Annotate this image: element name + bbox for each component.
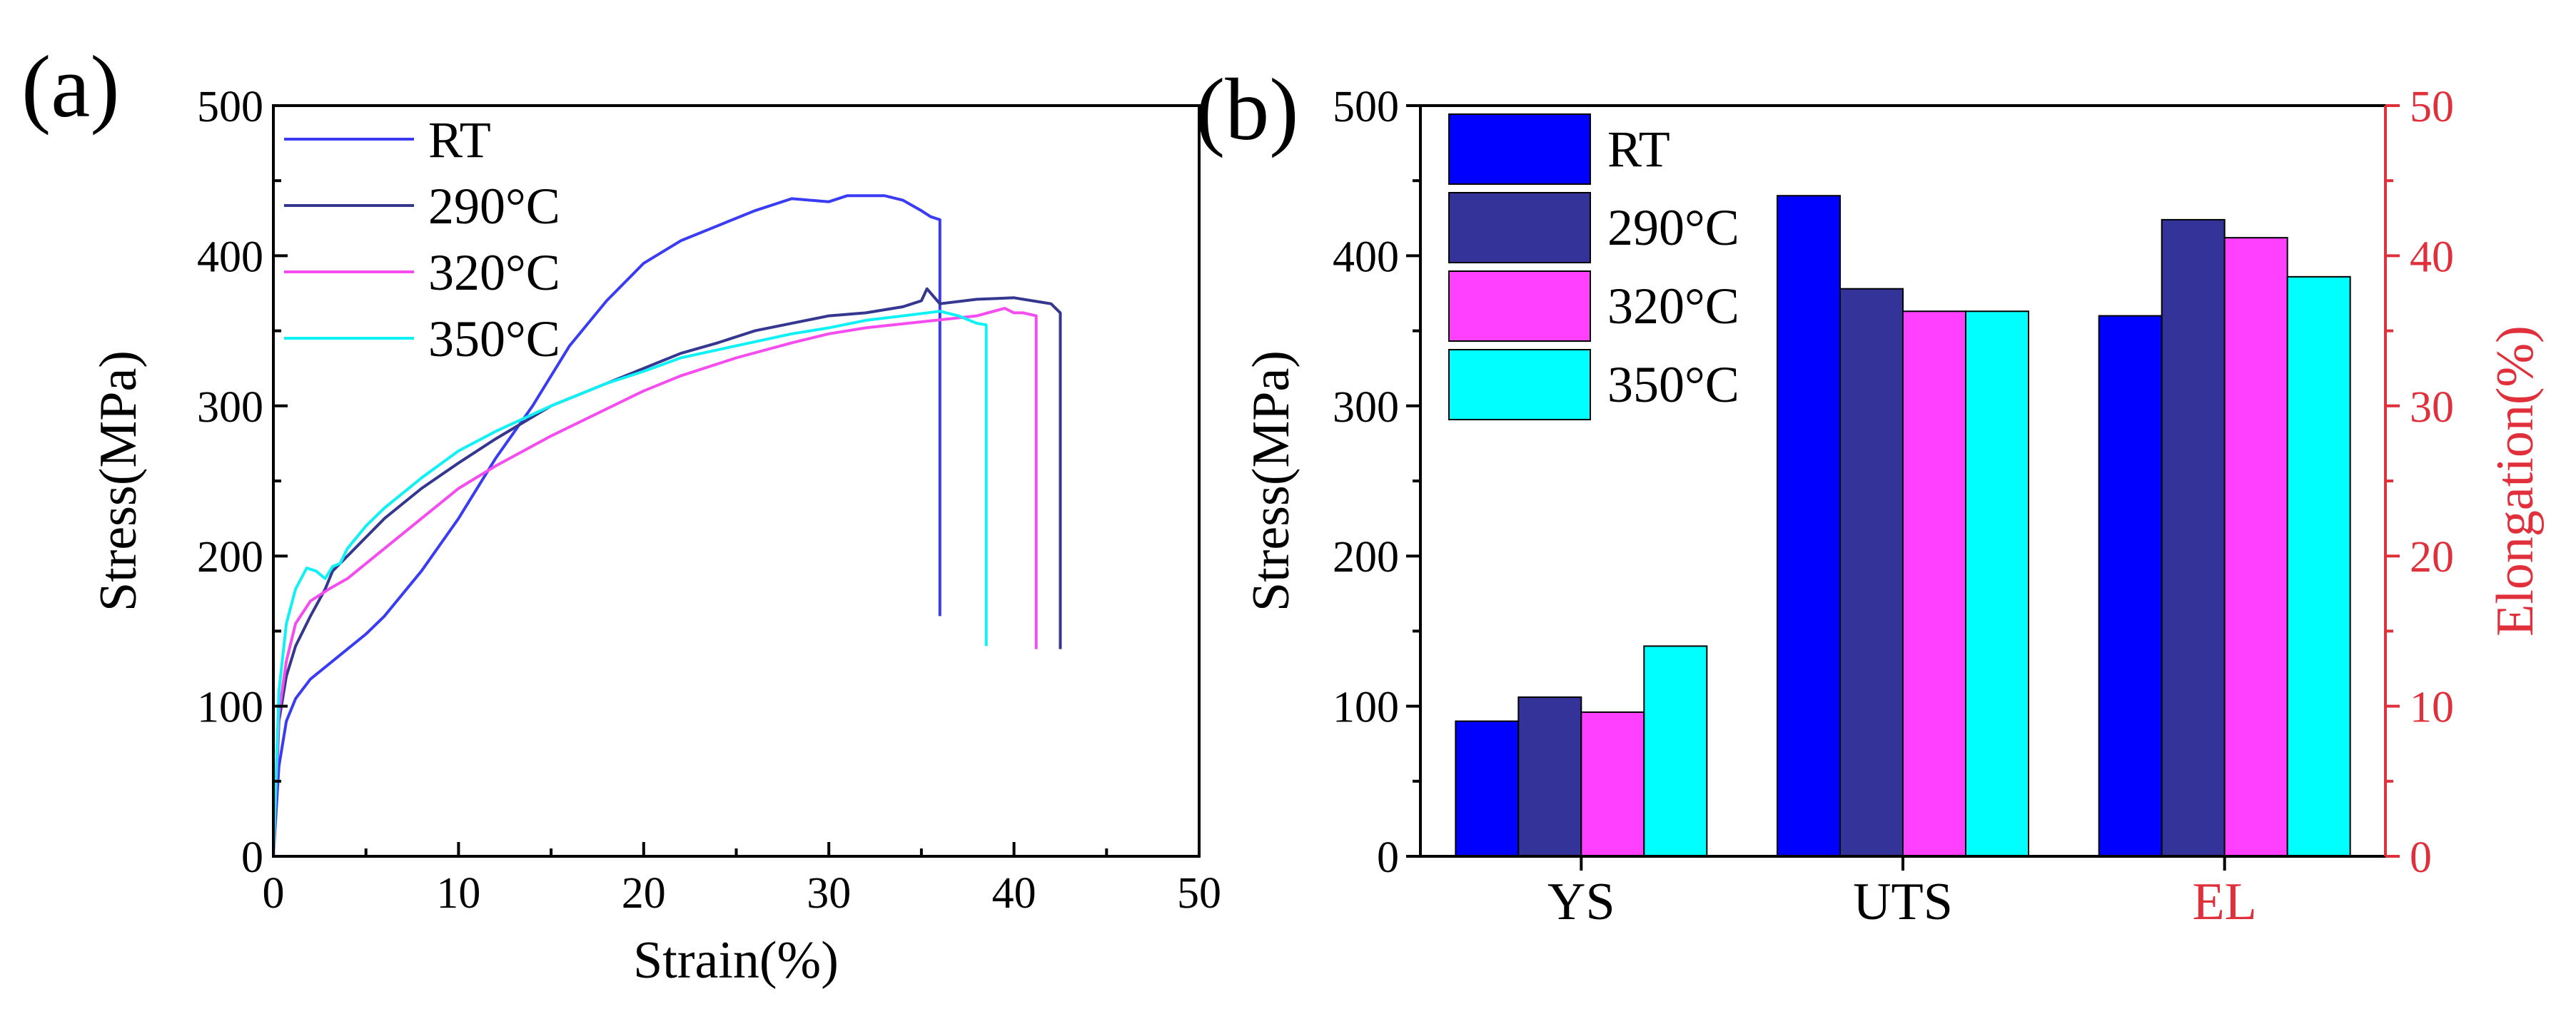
panel-b-legend: RT 290°C 320°C 350°C <box>1448 113 1739 420</box>
panel-b-bars <box>1455 195 2351 858</box>
y-tick-label: 100 <box>197 684 263 732</box>
y-tick-label: 0 <box>1377 833 1399 882</box>
panel-a-label: (a) <box>21 38 120 136</box>
x-tick-label: 10 <box>436 869 480 918</box>
panel-a: (a) 0 10 20 30 40 50 0 100 200 300 400 500 Strain(… <box>21 38 1221 990</box>
y-tick-label: 400 <box>1333 233 1399 281</box>
x-tick-label: 20 <box>622 869 666 918</box>
x-tick-label: 50 <box>1177 869 1221 918</box>
bar-uts-4 <box>1965 310 2029 857</box>
series-line-1 <box>272 194 941 857</box>
x-tick-label: 40 <box>992 869 1036 918</box>
y-tick-label: 100 <box>1333 684 1399 732</box>
bar-el-1 <box>2098 315 2163 857</box>
y-tick-label: 500 <box>197 83 263 131</box>
y-tick-label: 400 <box>197 233 263 281</box>
bar-ys-1 <box>1455 720 1520 858</box>
panel-b-y-axis-label: Stress(MPa) <box>1242 350 1300 612</box>
legend-label: RT <box>1607 121 1670 178</box>
legend-swatch <box>1448 113 1591 185</box>
y2-tick-label: 20 <box>2410 533 2454 582</box>
legend-swatch <box>1448 270 1591 342</box>
y-tick-label: 0 <box>241 833 263 882</box>
bar-el-2 <box>2161 218 2226 857</box>
panel-b-label: (b) <box>1196 61 1299 158</box>
legend-label: 290°C <box>1607 199 1739 256</box>
legend-swatch <box>1448 349 1591 420</box>
category-label: YS <box>1547 873 1615 931</box>
y2-tick-label: 10 <box>2410 684 2454 732</box>
bar-uts-2 <box>1839 288 1904 857</box>
y-tick-label: 500 <box>1333 83 1399 131</box>
series-line-3 <box>272 307 1038 857</box>
bar-el-3 <box>2223 237 2288 858</box>
panel-b-y2-axis-label: Elongation(%) <box>2486 325 2545 637</box>
y2-tick-label: 0 <box>2410 833 2432 882</box>
panel-b-x-ticks: YS UTS EL <box>1547 856 2257 931</box>
bar-ys-2 <box>1517 696 1582 858</box>
y-tick-label: 300 <box>1333 383 1399 432</box>
panel-b-y-ticks: 0 100 200 300 400 500 <box>1333 83 1420 882</box>
y-tick-label: 200 <box>1333 533 1399 582</box>
legend-label: 320°C <box>428 244 560 301</box>
legend-label: 350°C <box>428 310 560 367</box>
legend-label: 320°C <box>1607 278 1739 335</box>
panel-a-legend: RT 290°C 320°C 350°C <box>284 111 560 367</box>
series-line-4 <box>272 310 988 857</box>
panel-a-lines <box>272 194 1062 857</box>
y-tick-label: 300 <box>197 383 263 432</box>
legend-label: RT <box>428 111 491 168</box>
legend-label: 350°C <box>1607 356 1739 413</box>
bar-ys-3 <box>1580 711 1645 857</box>
bar-uts-3 <box>1902 310 1966 857</box>
y2-tick-label: 40 <box>2410 233 2454 281</box>
panel-a-x-axis-label: Strain(%) <box>633 931 839 990</box>
category-label: EL <box>2192 873 2256 931</box>
panel-b: (b) 0 100 200 300 400 500 0 10 20 30 40 50 YS UTS EL… <box>1196 61 2545 931</box>
category-label: UTS <box>1853 873 1953 931</box>
series-line-2 <box>272 287 1062 857</box>
x-tick-label: 0 <box>263 869 285 918</box>
bar-ys-4 <box>1643 645 1708 857</box>
panel-b-y2-ticks: 0 10 20 30 40 50 <box>2384 83 2454 882</box>
panel-a-y-ticks: 0 100 200 300 400 500 <box>197 83 288 882</box>
y2-tick-label: 30 <box>2410 383 2454 432</box>
panel-a-x-ticks: 0 10 20 30 40 50 <box>263 842 1221 918</box>
y-tick-label: 200 <box>197 533 263 582</box>
bar-uts-1 <box>1777 195 1841 857</box>
bar-el-4 <box>2286 275 2351 857</box>
legend-swatch <box>1448 192 1591 263</box>
y2-tick-label: 50 <box>2410 83 2454 131</box>
legend-label: 290°C <box>428 178 560 235</box>
x-tick-label: 30 <box>807 869 851 918</box>
panel-a-y-axis-label: Stress(MPa) <box>89 350 148 612</box>
